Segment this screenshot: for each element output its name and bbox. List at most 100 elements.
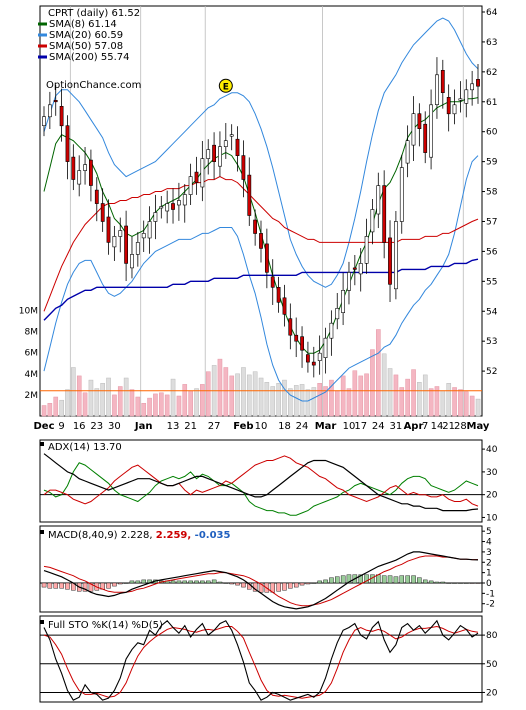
- macd-histogram-bar: [393, 576, 399, 584]
- macd-histogram-bar: [469, 582, 475, 584]
- volume-bar: [381, 353, 387, 417]
- volume-bar: [376, 329, 381, 417]
- candle-body: [282, 297, 287, 315]
- volume-bar: [264, 382, 270, 417]
- candle-body: [165, 203, 170, 212]
- x-axis-label: 10: [343, 421, 356, 432]
- macd-signal-line: [43, 555, 478, 607]
- x-axis-label: Mar: [315, 421, 337, 432]
- x-axis-label: 31: [390, 421, 403, 432]
- volume-bar: [469, 395, 475, 417]
- macd-histogram-bar: [440, 581, 446, 584]
- volume-bar: [170, 378, 176, 417]
- macd-histogram-bar: [59, 582, 64, 589]
- volume-bar: [340, 375, 346, 417]
- candle-body: [212, 144, 217, 162]
- volume-bar: [452, 387, 457, 417]
- macd-histogram-bar: [417, 577, 422, 584]
- x-axis-label: 21: [442, 421, 455, 432]
- candle-body: [376, 185, 381, 215]
- macd-histogram-bar: [381, 575, 387, 584]
- volume-bar: [59, 399, 64, 417]
- macd-histogram-bar: [223, 582, 229, 584]
- candle-body: [206, 149, 211, 159]
- volume-bar: [358, 375, 364, 417]
- macd-legend-signal: 2.259,: [156, 530, 195, 541]
- candle-body: [253, 219, 258, 234]
- macd-histogram-bar: [458, 582, 463, 584]
- volume-bar: [53, 396, 59, 417]
- macd-legend-swatch: [40, 530, 44, 534]
- volume-bar: [346, 388, 352, 417]
- candle-body: [417, 113, 422, 129]
- volume-bar: [352, 370, 358, 417]
- candle-body: [364, 236, 369, 264]
- macd-histogram-bar: [335, 576, 340, 584]
- macd-histogram-bar: [188, 580, 193, 584]
- volume-bar: [117, 386, 123, 417]
- price-tick-label: 63: [486, 38, 497, 48]
- volume-bar: [182, 384, 188, 417]
- volume-bar: [106, 377, 111, 417]
- price-tick-label: 52: [486, 367, 497, 377]
- volume-bar: [417, 382, 422, 417]
- macd-histogram-bar: [305, 582, 311, 585]
- volume-bar: [235, 373, 240, 417]
- x-axis-label: Jan: [134, 421, 153, 432]
- volume-bar: [71, 367, 76, 417]
- volume-bar: [88, 379, 94, 417]
- candle-body: [147, 221, 152, 239]
- volume-bar: [311, 387, 317, 417]
- adx-legend: ADX(14) 13.70: [48, 442, 122, 453]
- legend-entry: SMA(20) 60.59: [49, 30, 123, 41]
- plus-di-line: [43, 462, 479, 516]
- macd-histogram-bar: [235, 582, 240, 586]
- macd-histogram-bar: [135, 580, 141, 584]
- x-axis-label: 28: [454, 421, 467, 432]
- price-tick-label: 59: [486, 158, 498, 168]
- macd-histogram-bar: [405, 575, 410, 584]
- macd-histogram-bar: [41, 582, 47, 588]
- candle-body: [393, 221, 398, 290]
- candle-body: [124, 225, 129, 264]
- volume-bar: [76, 375, 82, 417]
- macd-histogram-bar: [358, 574, 364, 584]
- macd-histogram-bar: [106, 582, 111, 589]
- adx-frame: [39, 439, 483, 523]
- volume-bar: [293, 385, 299, 417]
- x-axis-label: 24: [296, 421, 309, 432]
- candle-body: [94, 189, 99, 204]
- volume-bar: [123, 377, 129, 417]
- volume-bar: [393, 374, 399, 417]
- volume-bar: [463, 391, 469, 417]
- volume-bar: [387, 368, 393, 417]
- candle-body: [130, 254, 134, 269]
- volume-bar: [270, 386, 276, 417]
- volume-bar: [329, 379, 334, 417]
- x-axis-label: 24: [372, 421, 385, 432]
- legend-entry: SMA(200) 55.74: [49, 52, 130, 63]
- adx-tick-label: 40: [486, 445, 498, 455]
- price-tick-label: 55: [486, 277, 497, 287]
- x-axis-label: 23: [90, 421, 103, 432]
- price-tick-label: 62: [486, 68, 497, 78]
- candle-body: [106, 216, 111, 243]
- candle-body: [218, 146, 222, 167]
- bollinger-upper-line: [43, 17, 479, 288]
- macd-tick-label: 3: [486, 548, 492, 558]
- candle-body: [270, 276, 275, 288]
- price-tick-label: 58: [486, 188, 498, 198]
- volume-bar: [82, 392, 88, 417]
- x-axis-label: 17: [354, 421, 367, 432]
- candle-body: [264, 243, 269, 273]
- candle-body: [429, 104, 434, 158]
- macd-histogram-bar: [340, 575, 346, 584]
- candle-body: [188, 176, 193, 195]
- macd-histogram-bar: [399, 575, 405, 584]
- macd-legend-histogram: -0.035: [195, 530, 231, 541]
- candle-body: [59, 106, 64, 127]
- candle-body: [194, 171, 199, 183]
- candle-body: [288, 318, 293, 336]
